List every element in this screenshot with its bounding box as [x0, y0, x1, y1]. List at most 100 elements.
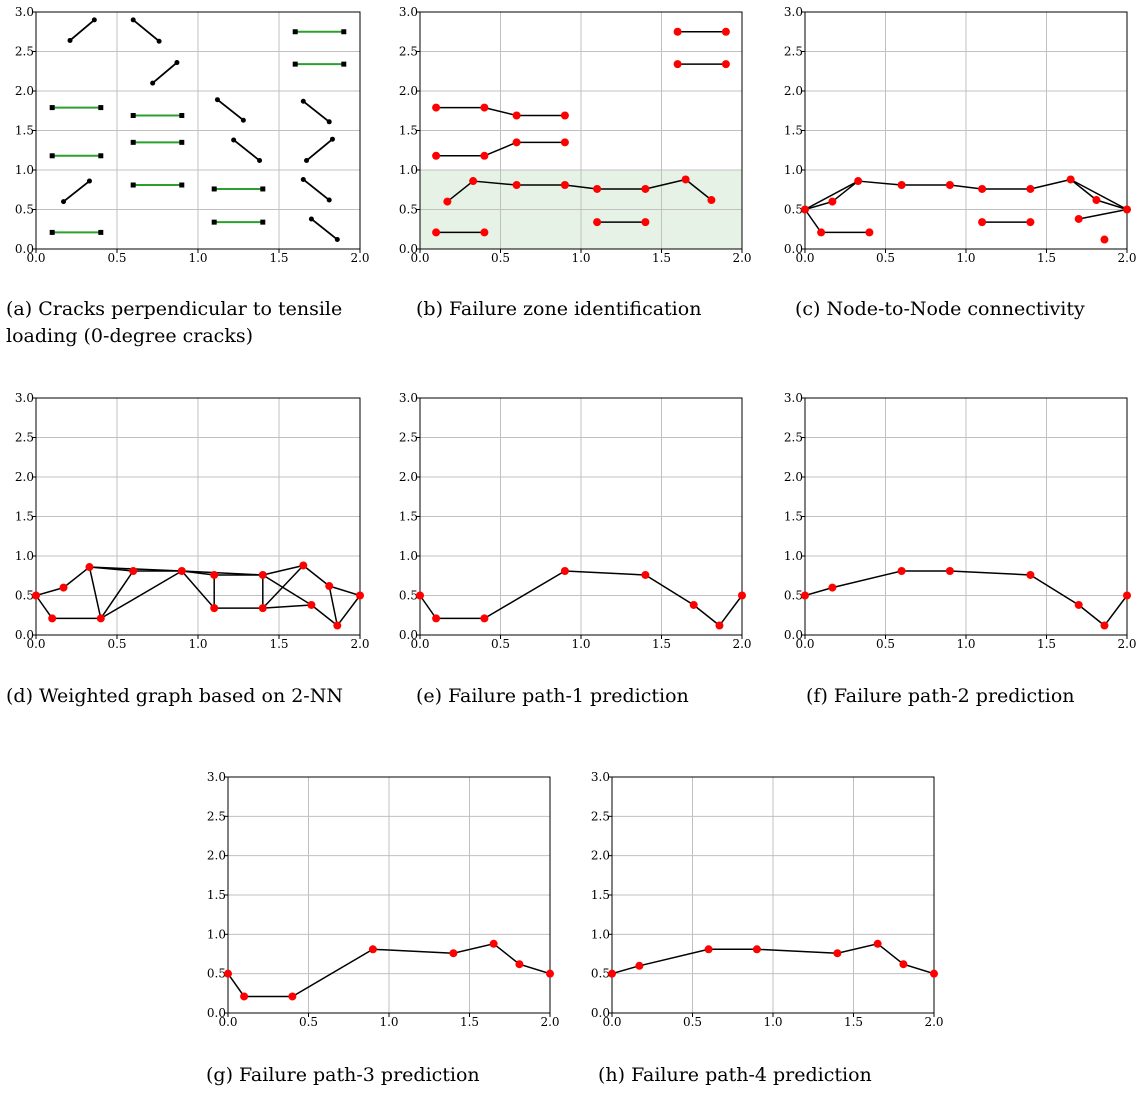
inclined-crack-0	[69, 19, 95, 42]
horizontal-crack-end-2-1	[98, 229, 104, 235]
node-c-12	[1074, 214, 1083, 223]
node-c-5	[897, 181, 906, 190]
horizontal-crack-end-0-1	[98, 105, 104, 111]
x-tick-label-a-3: 1.5	[269, 251, 288, 265]
node-e-3	[560, 567, 569, 576]
node-c-4	[865, 228, 874, 237]
y-tick-label-b-4: 2.0	[399, 84, 418, 98]
node-c-3	[817, 228, 826, 237]
y-tick-label-g-2: 1.0	[207, 927, 226, 941]
node-h-1	[635, 961, 644, 970]
edge-d-25	[336, 595, 360, 626]
y-tick-label-f-6: 3.0	[784, 391, 803, 405]
inclined-crack-7	[305, 138, 334, 162]
node-g-3	[368, 945, 377, 954]
x-tick-label-g-2: 1.0	[379, 1015, 398, 1029]
x-tick-label-b-2: 1.0	[571, 251, 590, 265]
y-tick-label-a-5: 2.5	[15, 45, 34, 59]
y-tick-label-d-0: 0.0	[15, 628, 34, 642]
horizontal-crack-end-4-1	[179, 139, 185, 145]
horizontal-crack-end-7-0	[211, 219, 217, 225]
inclined-crack-end-6-1	[326, 119, 332, 125]
x-tick-label-b-1: 0.5	[491, 251, 510, 265]
x-tick-label-d-0: 0.0	[26, 637, 45, 651]
subplot-f: 0.0 0.5 1.0 1.5 2.0 0.0 0.5 1.0 1.5 2.0 2.5 3.0	[784, 391, 1137, 651]
node-h-7	[930, 969, 938, 978]
node-b-0	[432, 103, 441, 112]
node-h-3	[752, 945, 761, 954]
x-tick-label-e-4: 2.0	[732, 637, 751, 651]
x-tick-label-g-3: 1.5	[460, 1015, 479, 1029]
caption-g: (g) Failure path-3 prediction	[206, 1064, 480, 1086]
edge-c-13	[1070, 178, 1127, 211]
node-d-1	[48, 614, 57, 623]
edge-b-9	[564, 184, 598, 190]
edge-d-23	[310, 604, 338, 627]
node-g-5	[489, 939, 498, 948]
x-tick-label-d-1: 0.5	[107, 637, 126, 651]
edge-d-4	[88, 566, 102, 619]
x-tick-label-f-3: 1.5	[1037, 637, 1056, 651]
y-tick-label-f-3: 1.5	[784, 510, 803, 524]
edge-d-9	[100, 570, 183, 620]
edge-c-9	[1030, 178, 1071, 190]
y-tick-label-b-6: 3.0	[399, 5, 418, 19]
x-tick-label-f-2: 1.0	[956, 637, 975, 651]
node-d-2	[59, 583, 68, 592]
y-tick-label-h-1: 0.5	[591, 967, 610, 981]
inclined-crack-end-5-1	[257, 158, 263, 164]
x-tick-label-e-1: 0.5	[491, 637, 510, 651]
node-d-10	[258, 604, 267, 613]
x-tick-label-f-1: 0.5	[876, 637, 895, 651]
y-tick-label-e-3: 1.5	[399, 510, 418, 524]
y-tick-label-b-1: 0.5	[399, 203, 418, 217]
node-c-14	[978, 218, 987, 227]
y-tick-label-c-4: 2.0	[784, 84, 803, 98]
y-tick-label-f-4: 2.0	[784, 470, 803, 484]
horizontal-crack-end-1-0	[49, 153, 55, 159]
horizontal-crack-end-8-0	[292, 29, 298, 35]
inclined-crack-end-8-0	[300, 176, 306, 182]
node-b-14	[681, 175, 690, 184]
inclined-crack-end-5-0	[231, 137, 237, 143]
node-c-8	[1026, 184, 1035, 193]
horizontal-crack-end-2-0	[49, 229, 55, 235]
x-tick-label-a-2: 1.0	[188, 251, 207, 265]
node-g-1	[240, 992, 249, 1001]
edge-d-20	[262, 574, 312, 606]
node-d-3	[85, 563, 94, 572]
horizontal-crack-end-4-0	[130, 139, 136, 145]
inclined-crack-end-2-0	[150, 80, 156, 86]
node-b-5	[480, 151, 489, 160]
node-e-4	[641, 570, 650, 579]
node-e-7	[738, 591, 746, 600]
inclined-crack-end-0-1	[91, 17, 97, 23]
edge-b-1	[484, 106, 517, 117]
inclined-crack-end-1-1	[156, 38, 162, 44]
edge-b-11	[645, 178, 686, 190]
subplot-b: 0.0 0.5 1.0 1.5 2.0 0.0 0.5 1.0 1.5 2.0 2.5 3.0	[399, 5, 752, 265]
node-f-1	[828, 583, 837, 592]
node-h-4	[833, 949, 842, 958]
node-e-2	[480, 614, 489, 623]
y-tick-label-d-2: 1.0	[15, 549, 34, 563]
subplot-d: 0.0 0.5 1.0 1.5 2.0 0.0 0.5 1.0 1.5 2.0 2.5 3.0	[15, 391, 370, 651]
node-f-6	[1100, 621, 1109, 630]
plot-area-f	[805, 570, 1127, 627]
y-tick-label-c-3: 1.5	[784, 124, 803, 138]
y-tick-label-h-2: 1.0	[591, 927, 610, 941]
y-tick-label-f-1: 0.5	[784, 589, 803, 603]
node-b-8	[443, 197, 452, 206]
node-f-7	[1123, 591, 1131, 600]
node-d-7	[210, 570, 219, 579]
node-g-0	[224, 969, 232, 978]
x-tick-label-a-1: 0.5	[107, 251, 126, 265]
node-b-4	[432, 151, 441, 160]
y-tick-label-e-0: 0.0	[399, 628, 418, 642]
node-g-4	[449, 949, 458, 958]
caption-f: (f) Failure path-2 prediction	[806, 685, 1075, 707]
node-b-23	[721, 60, 730, 69]
y-tick-label-g-5: 2.5	[207, 809, 226, 823]
horizontal-crack-end-1-1	[98, 153, 104, 159]
node-b-17	[480, 228, 489, 237]
